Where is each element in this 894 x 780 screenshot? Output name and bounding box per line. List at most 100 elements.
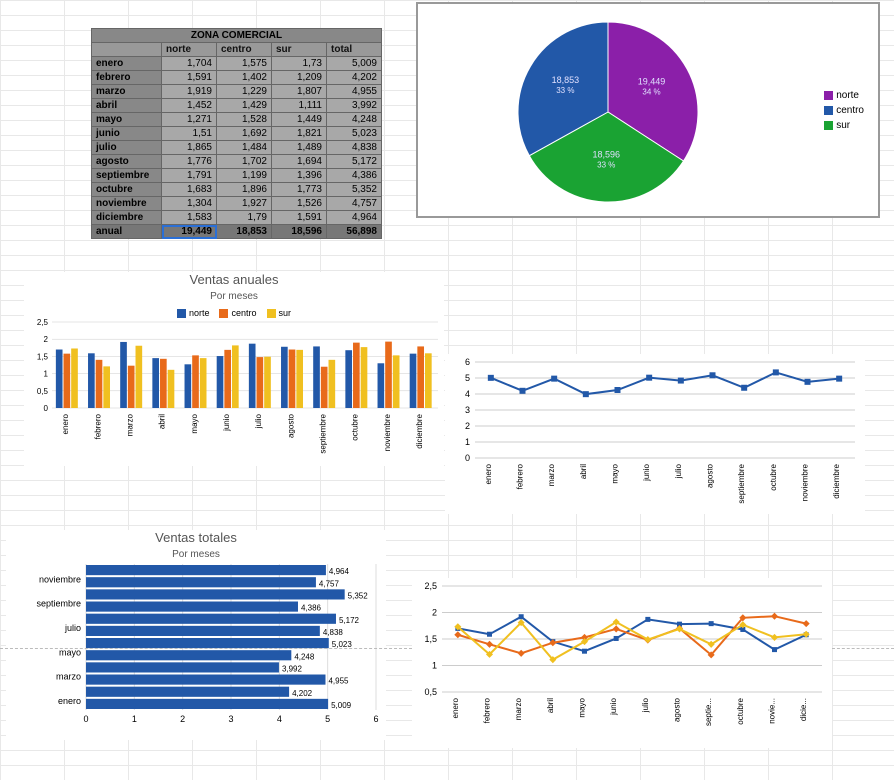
table-cell[interactable]: 1,776 [162, 155, 217, 169]
table-cell[interactable]: 1,821 [272, 127, 327, 141]
table-cell[interactable]: febrero [92, 71, 162, 85]
table-cell[interactable]: 1,111 [272, 99, 327, 113]
svg-text:julio: julio [64, 623, 81, 633]
table-cell[interactable]: diciembre [92, 211, 162, 225]
table-cell[interactable]: 3,992 [327, 99, 382, 113]
table-row[interactable]: septiembre1,7911,1991,3964,386 [92, 169, 382, 183]
table-cell[interactable]: 1,919 [162, 85, 217, 99]
table-row[interactable]: diciembre1,5831,791,5914,964 [92, 211, 382, 225]
svg-text:dicie...: dicie... [799, 698, 808, 721]
table-cell[interactable]: 1,927 [217, 197, 272, 211]
bar-chart[interactable]: Ventas anuales Por meses nortecentrosur … [24, 272, 444, 466]
line2-svg: 0,511,522,5enerofebreromarzoabrilmayojun… [412, 578, 832, 748]
table-cell[interactable]: 1,402 [217, 71, 272, 85]
table-cell[interactable]: 1,702 [217, 155, 272, 169]
table-cell[interactable]: 1,489 [272, 141, 327, 155]
table-cell[interactable]: 4,964 [327, 211, 382, 225]
svg-text:4,955: 4,955 [328, 677, 349, 686]
table-row[interactable]: mayo1,2711,5281,4494,248 [92, 113, 382, 127]
table-row[interactable]: abril1,4521,4291,1113,992 [92, 99, 382, 113]
table-cell[interactable]: mayo [92, 113, 162, 127]
table-cell[interactable]: 1,807 [272, 85, 327, 99]
table-cell[interactable]: 1,704 [162, 57, 217, 71]
table-cell[interactable]: 1,865 [162, 141, 217, 155]
table-row[interactable]: agosto1,7761,7021,6945,172 [92, 155, 382, 169]
table-row[interactable]: enero1,7041,5751,735,009 [92, 57, 382, 71]
table-cell[interactable]: 5,009 [327, 57, 382, 71]
table-cell[interactable]: septiembre [92, 169, 162, 183]
table-cell[interactable]: 1,199 [217, 169, 272, 183]
table-cell[interactable]: 18,853 [217, 225, 272, 239]
table-cell[interactable]: 5,172 [327, 155, 382, 169]
table-cell[interactable]: 1,791 [162, 169, 217, 183]
table-cell[interactable]: abril [92, 99, 162, 113]
svg-text:mayo: mayo [190, 414, 199, 434]
table-cell[interactable]: 1,575 [217, 57, 272, 71]
table-cell[interactable]: 56,898 [327, 225, 382, 239]
table-cell[interactable]: 1,209 [272, 71, 327, 85]
table-row[interactable]: julio1,8651,4841,4894,838 [92, 141, 382, 155]
table-column-head: total [327, 43, 382, 57]
table-cell[interactable]: 1,683 [162, 183, 217, 197]
table-cell[interactable]: 19,449 [162, 225, 217, 239]
table-cell[interactable]: enero [92, 57, 162, 71]
table-cell[interactable]: agosto [92, 155, 162, 169]
svg-text:3: 3 [228, 714, 233, 724]
dash-guide [0, 648, 412, 649]
data-table[interactable]: ZONA COMERCIAL nortecentrosurtotal enero… [91, 28, 382, 239]
table-cell[interactable]: 1,452 [162, 99, 217, 113]
table-cell[interactable]: 1,396 [272, 169, 327, 183]
table-cell[interactable]: 1,73 [272, 57, 327, 71]
table-row[interactable]: marzo1,9191,2291,8074,955 [92, 85, 382, 99]
svg-text:0,5: 0,5 [37, 387, 49, 396]
svg-text:noviembre: noviembre [383, 414, 392, 452]
table-cell[interactable]: marzo [92, 85, 162, 99]
table-cell[interactable]: 4,955 [327, 85, 382, 99]
table-row[interactable]: febrero1,5911,4021,2094,202 [92, 71, 382, 85]
table-row[interactable]: octubre1,6831,8961,7735,352 [92, 183, 382, 197]
table-cell[interactable]: julio [92, 141, 162, 155]
table-cell[interactable]: 4,838 [327, 141, 382, 155]
table-cell[interactable]: 1,484 [217, 141, 272, 155]
table-cell[interactable]: 5,352 [327, 183, 382, 197]
table-cell[interactable]: 1,271 [162, 113, 217, 127]
bar-svg: 00,511,522,5enerofebreromarzoabrilmayoju… [24, 318, 444, 458]
svg-text:5,172: 5,172 [339, 616, 360, 625]
svg-text:marzo: marzo [547, 463, 556, 486]
totals-line-chart[interactable]: 0123456enerofebreromarzoabrilmayojunioju… [445, 354, 865, 514]
table-cell[interactable]: 1,304 [162, 197, 217, 211]
table-cell[interactable]: 1,526 [272, 197, 327, 211]
table-cell[interactable]: 1,694 [272, 155, 327, 169]
table-cell[interactable]: 4,757 [327, 197, 382, 211]
hbar-chart[interactable]: Ventas totales Por meses 01234564,9644,7… [6, 530, 386, 740]
table-cell[interactable]: 1,429 [217, 99, 272, 113]
table-row[interactable]: noviembre1,3041,9271,5264,757 [92, 197, 382, 211]
barchart-subtitle: Por meses [24, 291, 444, 302]
pie-chart[interactable]: 19,44934 %18,59633 %18,85333 % nortecent… [416, 2, 880, 218]
table-cell[interactable]: anual [92, 225, 162, 239]
multiline-chart[interactable]: 0,511,522,5enerofebreromarzoabrilmayojun… [412, 578, 832, 748]
table-cell[interactable]: 18,596 [272, 225, 327, 239]
table-cell[interactable]: 4,248 [327, 113, 382, 127]
table-cell[interactable]: junio [92, 127, 162, 141]
table-cell[interactable]: 4,202 [327, 71, 382, 85]
table-annual-row[interactable]: anual19,44918,85318,59656,898 [92, 225, 382, 239]
table-row[interactable]: junio1,511,6921,8215,023 [92, 127, 382, 141]
table-cell[interactable]: 1,79 [217, 211, 272, 225]
table-cell[interactable]: 1,583 [162, 211, 217, 225]
table-cell[interactable]: 1,692 [217, 127, 272, 141]
table-cell[interactable]: 4,386 [327, 169, 382, 183]
svg-text:33 %: 33 % [597, 160, 615, 169]
svg-text:5,352: 5,352 [348, 591, 369, 600]
table-cell[interactable]: 5,023 [327, 127, 382, 141]
table-cell[interactable]: 1,229 [217, 85, 272, 99]
table-cell[interactable]: 1,51 [162, 127, 217, 141]
table-cell[interactable]: 1,528 [217, 113, 272, 127]
table-cell[interactable]: octubre [92, 183, 162, 197]
table-cell[interactable]: 1,591 [162, 71, 217, 85]
table-cell[interactable]: 1,449 [272, 113, 327, 127]
table-cell[interactable]: 1,896 [217, 183, 272, 197]
table-cell[interactable]: 1,773 [272, 183, 327, 197]
table-cell[interactable]: noviembre [92, 197, 162, 211]
table-cell[interactable]: 1,591 [272, 211, 327, 225]
